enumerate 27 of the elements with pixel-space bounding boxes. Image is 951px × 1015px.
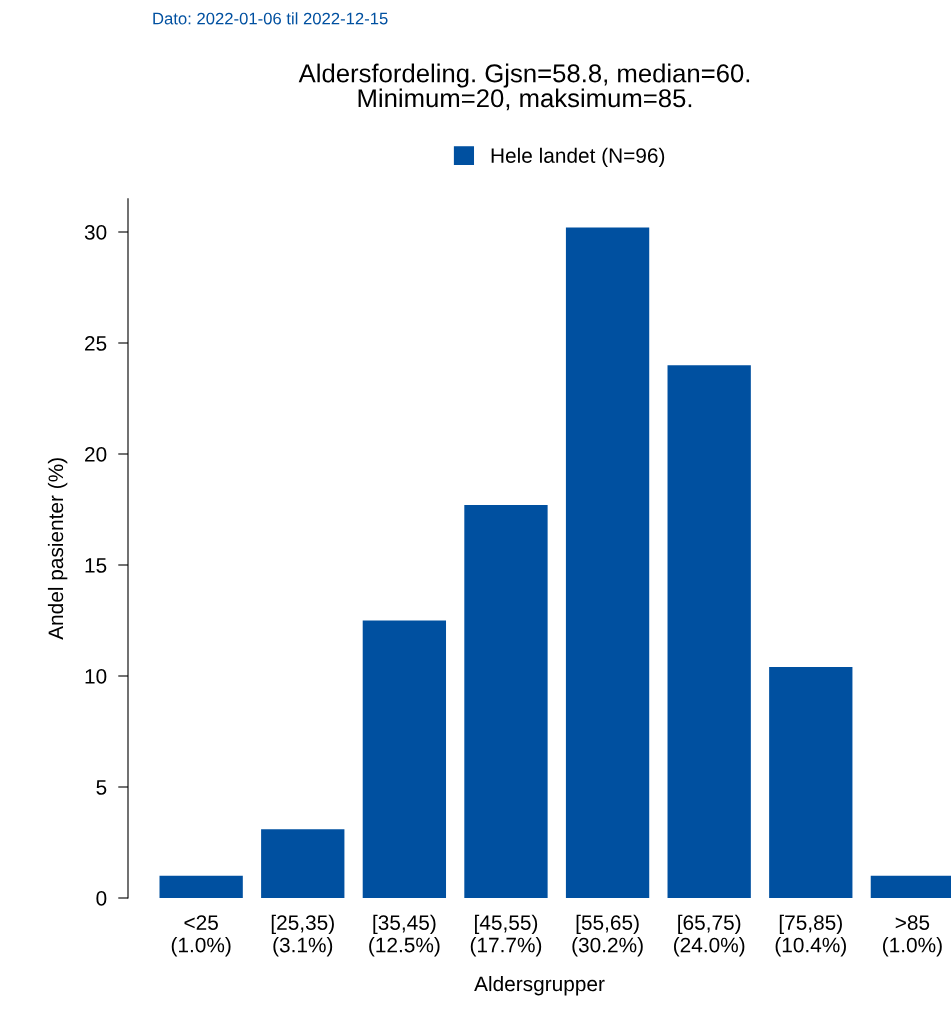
bar xyxy=(159,875,243,898)
x-axis-title: Aldersgrupper xyxy=(474,975,605,996)
x-tick-label: <25 (1.0%) xyxy=(171,915,231,957)
x-tick-label: [35,45) (12.5%) xyxy=(369,914,440,957)
y-tick-label: 25 xyxy=(85,336,107,351)
x-tick-label: >85 (1.0%) xyxy=(883,915,942,957)
bar xyxy=(464,505,548,898)
bar xyxy=(769,667,853,898)
y-tick-label: 5 xyxy=(96,780,107,795)
bar xyxy=(565,227,650,898)
y-tick-label: 10 xyxy=(85,669,107,684)
y-tick-label: 0 xyxy=(96,891,107,906)
chart-title: Aldersfordeling. Gjsn=58.8, median=60. Minimum=20, maksimum=85. xyxy=(298,63,750,111)
y-tick-label: 30 xyxy=(84,225,107,240)
x-tick-label: [65,75) (24.0%) xyxy=(674,914,745,957)
y-axis-title: Andel pasienter (%) xyxy=(47,458,68,640)
bar xyxy=(362,620,447,898)
bar xyxy=(261,829,345,898)
y-tick-label: 20 xyxy=(85,447,107,462)
legend-label: Hele landet (N=96) xyxy=(491,147,665,168)
x-tick-label: [55,65) (30.2%) xyxy=(572,914,643,957)
x-tick-label: [75,85) (10.4%) xyxy=(775,914,846,957)
bar xyxy=(667,365,751,898)
x-tick-label: [45,55) (17.7%) xyxy=(470,914,542,957)
text: Dato: 2022-01-06 til 2022-12-15 xyxy=(153,12,388,25)
x-tick-label: [25,35) (3.1%) xyxy=(271,914,334,957)
y-tick-label: 15 xyxy=(85,558,107,573)
